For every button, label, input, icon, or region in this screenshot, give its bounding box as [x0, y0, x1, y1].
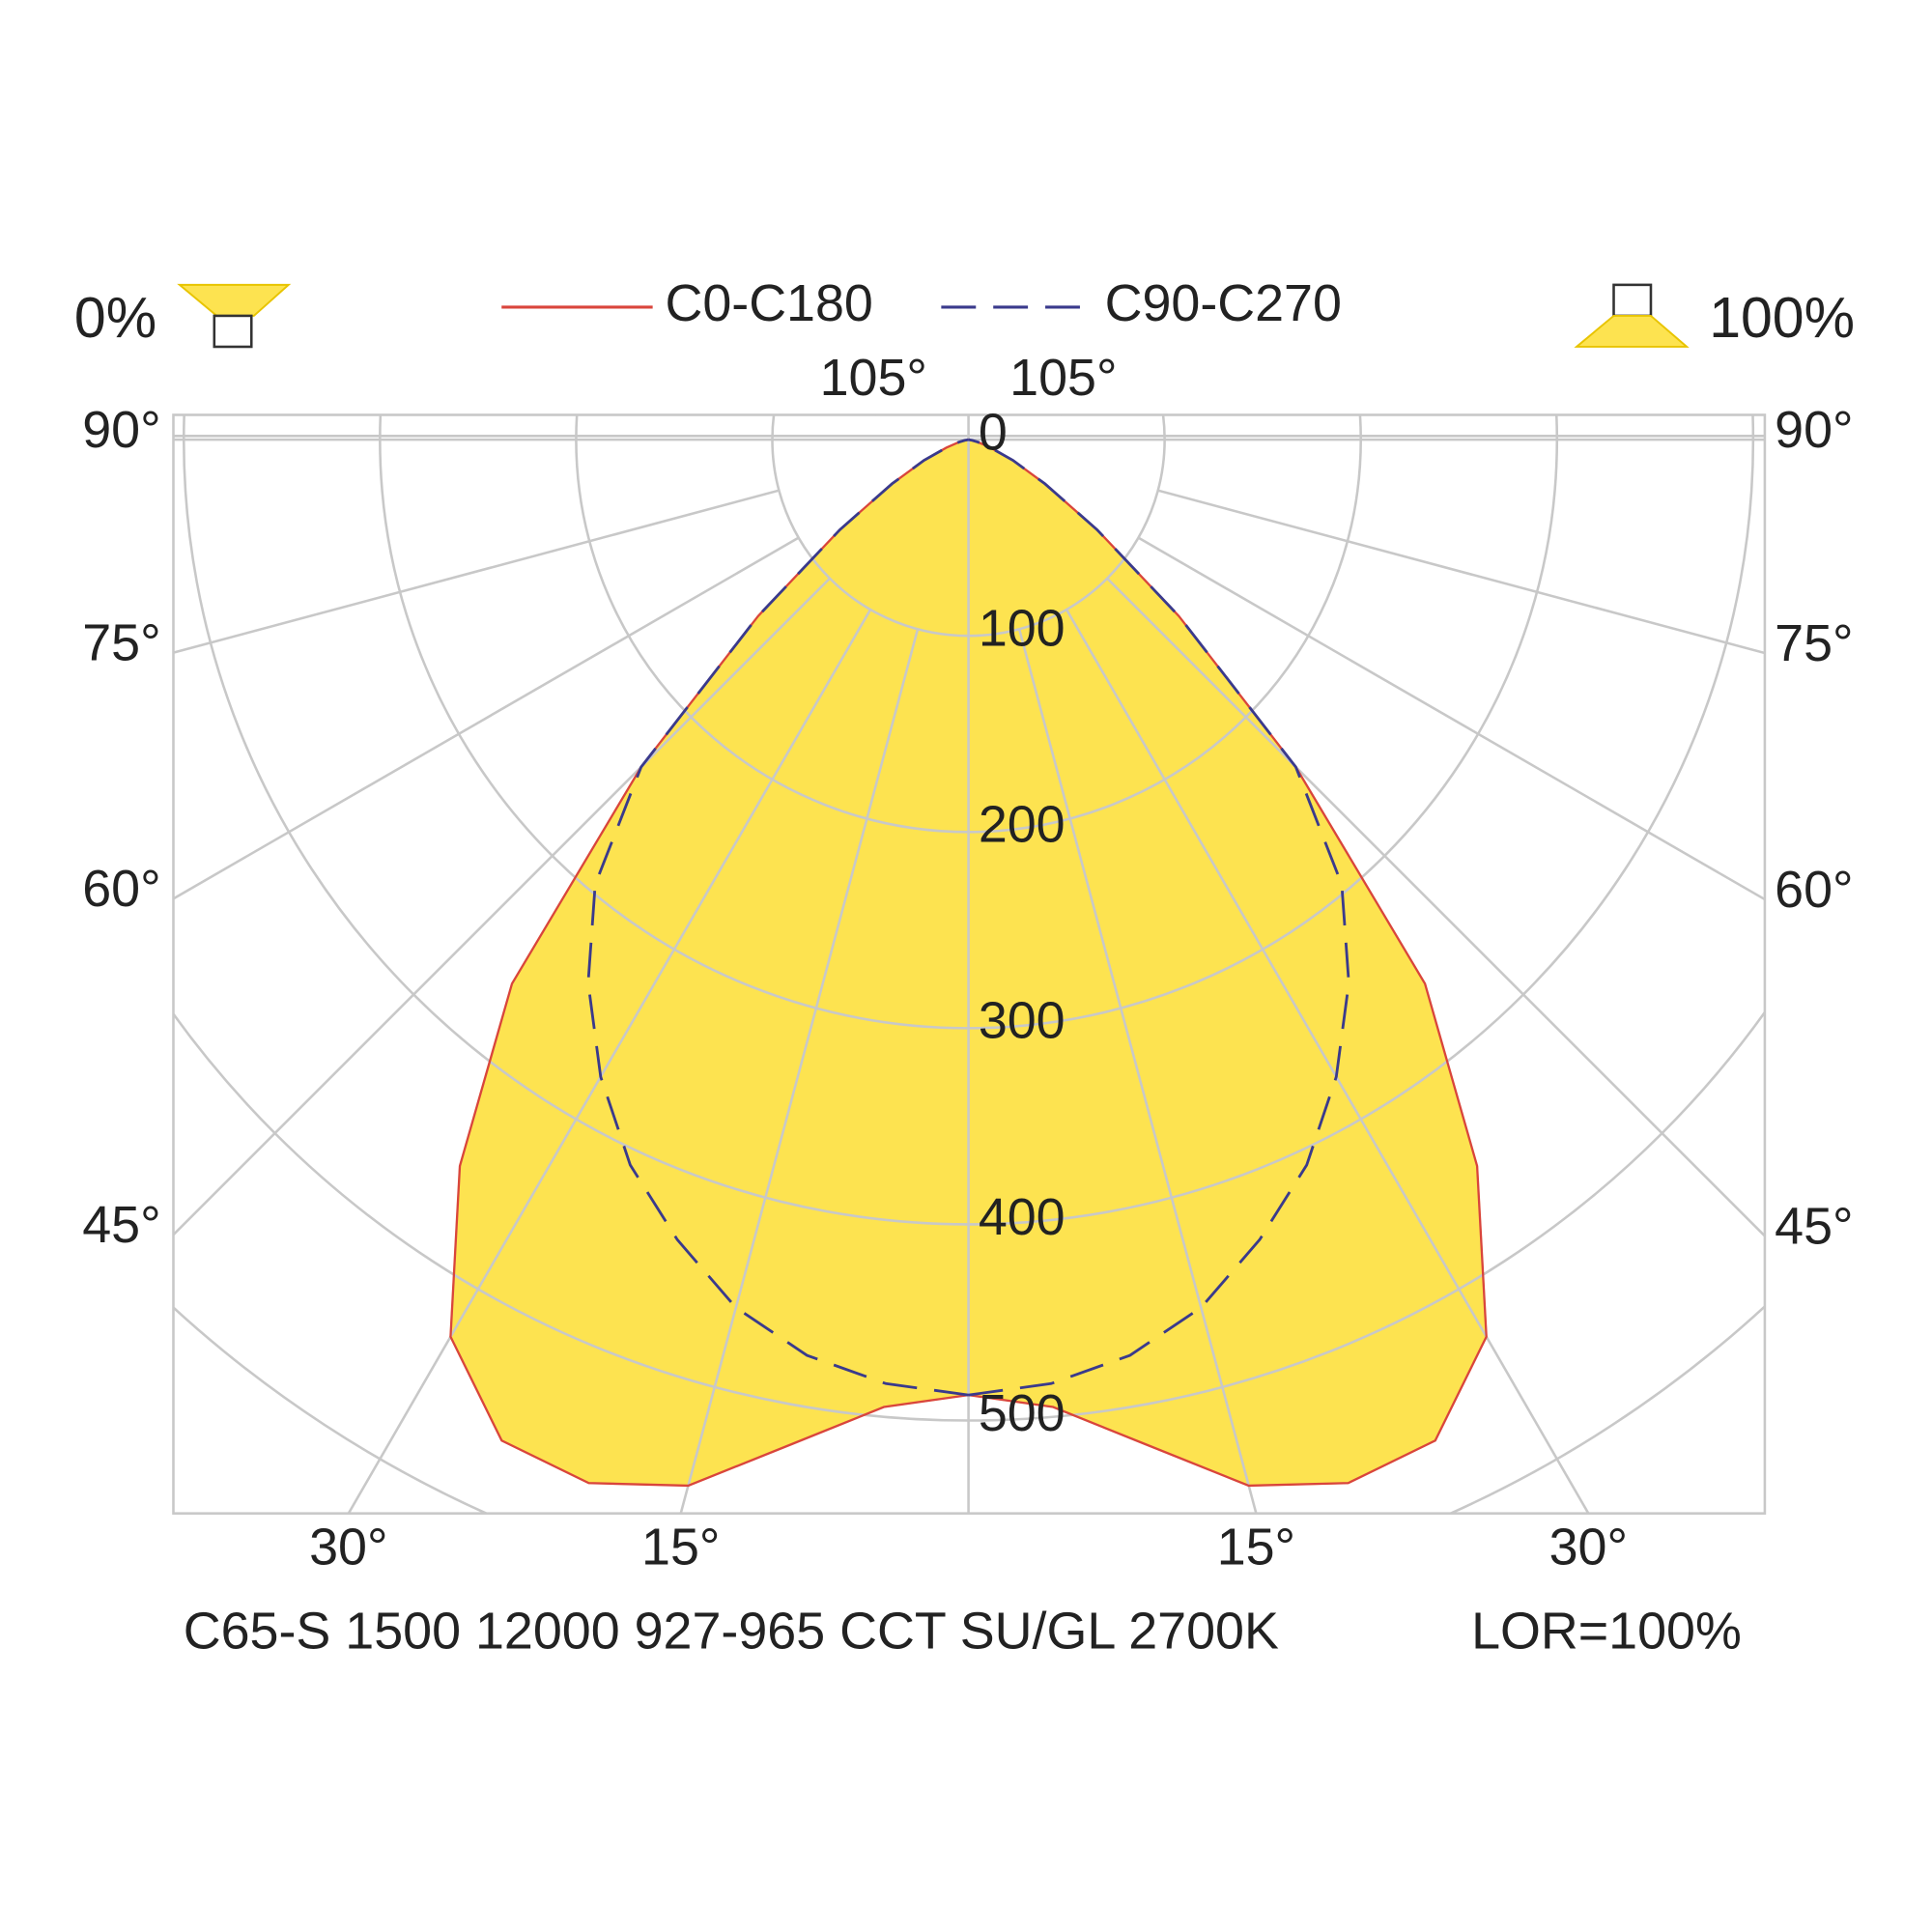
downward-icon: [1574, 314, 1690, 348]
grid-spoke: [173, 577, 831, 1236]
radial-tick-label: 0: [979, 404, 1008, 462]
grid-spoke: [1065, 609, 1590, 1514]
angle-label: 60°: [82, 860, 160, 918]
upward-icon: [177, 283, 292, 317]
frame: [172, 413, 1767, 1515]
legend-label: C90-C270: [1105, 274, 1342, 332]
intensity-curve: [449, 438, 969, 1488]
light-area: [449, 438, 970, 1487]
intensity-curve: [586, 438, 969, 1397]
angle-label: 30°: [1549, 1518, 1628, 1576]
angle-label: 75°: [82, 613, 160, 671]
angle-label: 105°: [1009, 349, 1117, 407]
grid-circle: [173, 1009, 1765, 1422]
angle-label: 30°: [309, 1518, 387, 1576]
angle-label: 75°: [1775, 614, 1853, 672]
grid-spoke: [1137, 536, 1765, 901]
caption: C65-S 1500 12000 927-965 CCT SU/GL 2700K: [184, 1603, 1279, 1661]
legend-label: C0-C180: [665, 274, 872, 332]
radial-tick-label: 300: [979, 992, 1065, 1050]
grid-spoke: [1157, 489, 1765, 655]
label-layer: 15° 15° 30° 30° 45° 45° 60° 60° 75° 75° 90° 90° 105°…: [82, 349, 1853, 1576]
radial-tick-label: 200: [979, 796, 1065, 854]
angle-label: 90°: [82, 401, 160, 459]
angle-label: 45°: [82, 1196, 160, 1254]
luminaire-icon: [213, 314, 253, 349]
angle-label: 105°: [820, 349, 927, 407]
angle-label: 15°: [1217, 1518, 1295, 1576]
luminaire-icon: [1612, 283, 1653, 318]
curve-layer: [449, 438, 1488, 1488]
grid-spoke: [173, 489, 780, 654]
angle-label: 60°: [1775, 861, 1853, 919]
grid-spoke: [347, 609, 872, 1514]
angle-label: 15°: [641, 1518, 720, 1576]
angle-label: 90°: [1775, 401, 1853, 459]
downward-light: 100%: [1709, 287, 1855, 350]
radial-tick-label: 400: [979, 1188, 1065, 1246]
angle-label: 45°: [1775, 1197, 1853, 1255]
grid-spoke: [679, 628, 920, 1514]
intensity-curve: [968, 438, 1350, 1397]
grid-spoke: [1106, 577, 1765, 1237]
upward-light: 0%: [74, 287, 156, 350]
light-area: [967, 438, 1488, 1487]
grid-spoke: [173, 536, 800, 900]
radial-tick-label: 100: [979, 600, 1065, 658]
grid-spoke: [1017, 628, 1258, 1514]
intensity-curve: [968, 438, 1488, 1488]
radial-tick-label: 500: [979, 1384, 1065, 1442]
lor: LOR=100%: [1471, 1603, 1742, 1661]
